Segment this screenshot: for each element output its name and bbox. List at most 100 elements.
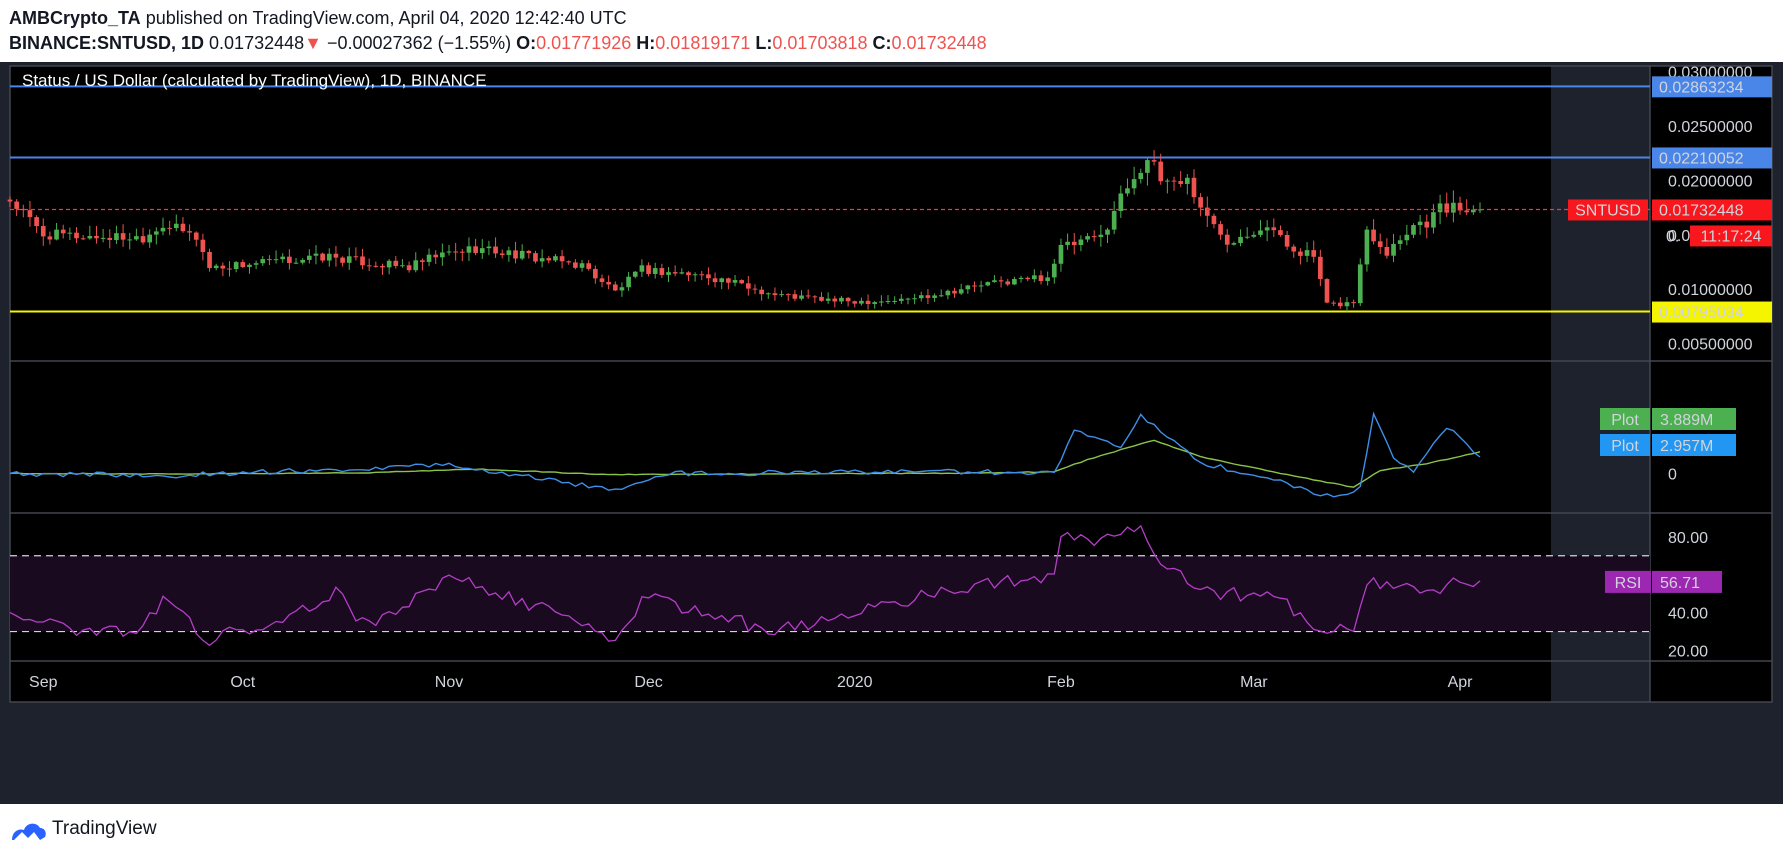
- candle-body: [1397, 240, 1403, 244]
- candle-body: [918, 295, 924, 299]
- osc-value-label: 2.957M: [1660, 438, 1713, 455]
- time-axis-tick: Mar: [1240, 674, 1268, 691]
- candle-body: [865, 300, 871, 304]
- candle-body: [1111, 211, 1117, 230]
- tradingview-brand[interactable]: TradingView: [52, 818, 157, 839]
- level-price-label: 0.02210052: [1659, 150, 1744, 167]
- candle-body: [220, 265, 226, 269]
- candle-body: [1291, 246, 1297, 252]
- price-axis-tick: 0.02000000: [1668, 173, 1753, 190]
- candle-body: [287, 256, 292, 263]
- candle-body: [992, 280, 997, 283]
- candle-body: [47, 236, 53, 240]
- candle-body: [7, 199, 13, 202]
- candle-body: [819, 296, 824, 301]
- rsi-axis-tick: 20.00: [1668, 644, 1708, 661]
- price-axis-tick-partial: 0.: [1666, 228, 1679, 245]
- candle-body: [692, 274, 698, 276]
- tradingview-logo-icon[interactable]: [10, 818, 48, 844]
- candle-body: [958, 289, 964, 294]
- candle-body: [313, 253, 319, 256]
- chart-area[interactable]: 0.030000000.025000000.020000000.01500000…: [0, 62, 1783, 804]
- candle-body: [612, 284, 618, 291]
- candle-body: [114, 233, 119, 240]
- candle-body: [938, 295, 944, 297]
- candle-body: [1032, 275, 1037, 280]
- candle-body: [213, 265, 219, 269]
- candle-body: [1331, 302, 1336, 304]
- candle-body: [586, 263, 592, 269]
- candle-body: [1165, 180, 1170, 182]
- osc-legend-name: Plot: [1611, 412, 1639, 429]
- symbol-tag: [1568, 199, 1648, 221]
- candle-body: [1437, 203, 1443, 213]
- candle-body: [1185, 177, 1190, 184]
- candle-body: [1038, 275, 1044, 281]
- candle-body: [912, 298, 917, 300]
- candle-body: [453, 251, 458, 253]
- candle-body: [666, 272, 671, 275]
- candle-body: [639, 265, 645, 272]
- candle-body: [1145, 160, 1150, 173]
- rsi-value-tag: [1652, 570, 1722, 593]
- candle-body: [599, 278, 605, 282]
- candle-body: [1417, 221, 1423, 226]
- chart-frame: [9, 65, 1773, 703]
- candle-body: [253, 263, 259, 265]
- candle-body: [1298, 251, 1303, 256]
- candle-body: [1231, 243, 1237, 245]
- time-axis-tick: Apr: [1448, 674, 1474, 691]
- candle-body: [573, 262, 578, 268]
- candle-body: [20, 208, 26, 211]
- candle-body: [326, 253, 332, 261]
- candle-body: [333, 253, 339, 258]
- candle-body: [1238, 236, 1243, 244]
- level-price-tag: [1652, 147, 1772, 169]
- candle-body: [812, 296, 818, 298]
- publish-info: AMBCrypto_TA published on TradingView.co…: [9, 8, 627, 29]
- candle-body: [632, 271, 638, 277]
- candle-body: [1271, 227, 1277, 231]
- osc-value-tag: [1652, 408, 1736, 430]
- low-value: 0.01703818: [772, 33, 868, 53]
- time-axis-tick: Sep: [29, 674, 58, 691]
- candle-body: [107, 237, 113, 240]
- countdown-label: 11:17:24: [1700, 228, 1761, 245]
- candle-body: [14, 201, 19, 209]
- candle-body: [1471, 209, 1476, 213]
- candle-body: [719, 278, 725, 283]
- candle-body: [466, 246, 472, 253]
- candle-body: [1444, 203, 1450, 213]
- candle-body: [1045, 277, 1050, 281]
- down-arrow-icon: ▼: [304, 33, 322, 53]
- candle-body: [1364, 229, 1370, 265]
- publisher-name[interactable]: AMBCrypto_TA: [9, 8, 141, 28]
- candle-body: [1324, 279, 1330, 303]
- candle-body: [1138, 172, 1144, 180]
- candle-body: [406, 265, 412, 271]
- candle-body: [513, 250, 518, 259]
- price-axis-tick: 0.01000000: [1668, 282, 1753, 299]
- candle-body: [380, 265, 385, 268]
- candle-body: [626, 276, 631, 288]
- candle-body: [533, 253, 538, 262]
- candle-body: [672, 272, 678, 274]
- candle-body: [932, 295, 937, 298]
- candle-body: [1377, 241, 1383, 247]
- candle-body: [1191, 177, 1197, 198]
- open-value: 0.01771926: [536, 33, 632, 53]
- candle-body: [1344, 302, 1350, 307]
- candle-body: [805, 295, 811, 297]
- rsi-band: [10, 555, 1650, 632]
- candle-body: [140, 236, 146, 243]
- candle-body: [1318, 256, 1323, 280]
- candle-body: [1431, 212, 1436, 228]
- candle-body: [373, 265, 379, 267]
- candle-body: [366, 265, 372, 267]
- candle-body: [353, 256, 359, 258]
- candle-body: [1198, 197, 1203, 208]
- candle-body: [652, 268, 658, 274]
- candle-body: [905, 298, 911, 300]
- candle-body: [94, 235, 99, 239]
- candle-body: [433, 254, 439, 258]
